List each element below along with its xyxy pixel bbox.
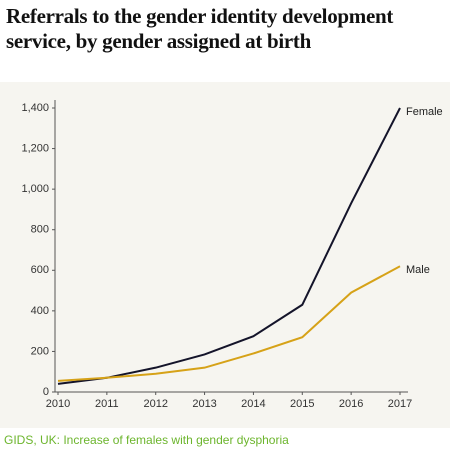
series-label: Female (406, 106, 443, 118)
y-tick-label: 200 (31, 345, 49, 357)
y-tick-label: 0 (43, 386, 49, 398)
series-line (57, 107, 401, 385)
y-tick-label: 1,000 (21, 183, 49, 195)
x-tick-label: 2010 (46, 398, 70, 410)
caption: GIDS, UK: Increase of females with gende… (4, 433, 289, 447)
chart: 0 200 400 600 800 1,000 1,200 1,400 2010 2011 2012… (0, 82, 450, 428)
x-tick-label: 2013 (192, 398, 216, 410)
y-tick-label: 400 (31, 305, 49, 317)
y-tick-label: 800 (31, 224, 49, 236)
x-tick-label: 2014 (241, 398, 265, 410)
x-tick-label: 2017 (388, 398, 412, 410)
y-tick-label: 1,200 (21, 142, 49, 154)
y-tick-label: 600 (31, 264, 49, 276)
x-tick-label: 2015 (290, 398, 314, 410)
x-tick-label: 2012 (143, 398, 167, 410)
x-tick-label: 2016 (339, 398, 363, 410)
plot-background (0, 82, 450, 428)
series-line (57, 265, 401, 382)
x-tick-label: 2011 (95, 398, 119, 410)
y-tick-label: 1,400 (21, 102, 49, 114)
series-label: Male (406, 264, 430, 276)
chart-title: Referrals to the gender identity develop… (6, 4, 394, 53)
